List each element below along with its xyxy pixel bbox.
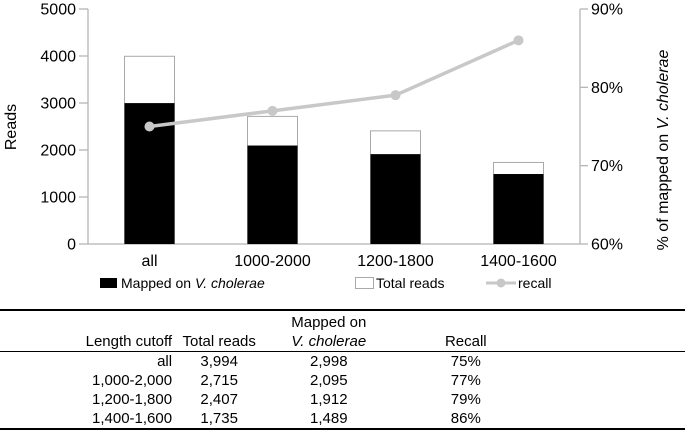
table-row: 1,000-2,000 2,715 2,095 77% [0,371,685,390]
legend-line-marker-icon [486,278,516,288]
right-axis-tick-label: 70% [591,158,623,175]
left-axis-tick-label: 4000 [40,49,76,66]
table-row: all 3,994 2,998 75% [0,352,685,372]
cell-mapped: 1,489 [310,410,348,427]
cell-mapped: 1,912 [310,391,348,408]
col-header-mapped-on-line2: V. cholerae [291,333,367,350]
legend-swatch-total-icon [355,277,374,289]
cell-spacer [534,371,685,390]
col-header-mapped-on: Mapped on V. cholerae [260,310,398,352]
cell-mapped: 2,998 [310,353,348,370]
x-category-label: 1400-1600 [480,253,557,270]
recall-point [513,35,524,46]
legend-swatch-mapped-icon [100,278,117,288]
table-row: 1,200-1,800 2,407 1,912 79% [0,390,685,409]
cell-total-reads: 2,407 [200,391,238,408]
left-axis-tick-label: 0 [67,237,76,254]
summary-table: Length cutoff Total reads Mapped on V. c… [0,309,685,430]
chart-legend: Mapped on V. cholerae Total reads recall [0,275,685,295]
recall-line [147,38,521,129]
cell-length-cutoff: 1,200-1,800 [92,391,173,408]
x-category-label: 1200-1800 [357,253,434,270]
left-axis-title: Reads [3,104,20,150]
legend-item-recall: recall [486,275,551,291]
table-spacer-column [534,310,685,352]
legend-label-recall: recall [518,275,552,291]
right-axis-tick-label: 60% [591,237,623,254]
left-axis-tick-label: 2000 [40,143,76,160]
cell-spacer [534,352,685,372]
cell-length-cutoff: all [157,353,173,370]
cell-spacer [534,409,685,429]
cell-total-reads: 2,715 [200,372,238,389]
table-header-row: Length cutoff Total reads Mapped on V. c… [0,310,685,352]
legend-item-mapped: Mapped on V. cholerae [100,275,265,291]
cell-recall: 79% [450,391,481,408]
recall-point [144,121,155,132]
table-row: 1,400-1,600 1,735 1,489 86% [0,409,685,429]
legend-label-total: Total reads [376,275,445,291]
cell-length-cutoff: 1,000-2,000 [92,372,173,389]
mapped-reads-bar [493,174,544,244]
left-axis-tick-label: 5000 [40,2,76,19]
cell-recall: 86% [450,410,481,427]
cell-mapped: 2,095 [310,372,348,389]
cell-spacer [534,390,685,409]
recall-point [390,90,401,101]
left-axis-tick-label: 3000 [40,96,76,113]
col-header-mapped-on-line1: Mapped on [291,314,367,331]
legend-label-mapped: Mapped on V. cholerae [121,275,265,291]
mapped-reads-bar [370,154,421,244]
legend-item-total: Total reads [355,275,444,291]
cell-total-reads: 1,735 [200,410,238,427]
mapped-reads-bar [247,145,298,244]
recall-point [267,105,278,116]
summary-table-wrap: Length cutoff Total reads Mapped on V. c… [0,309,685,430]
cell-recall: 75% [450,353,481,370]
cell-recall: 77% [450,372,481,389]
col-header-total-reads: Total reads [178,310,261,352]
col-header-length-cutoff: Length cutoff [0,310,179,352]
x-category-label: 1000-2000 [234,253,311,270]
combo-chart: 0 1000 2000 3000 4000 5000 60% 70% 80% 90% all 1000… [3,2,672,271]
cell-total-reads: 3,994 [200,353,238,370]
right-axis-tick-label: 90% [591,2,623,19]
right-axis-title: % of mapped on V. cholerae [655,50,672,251]
right-axis-tick-label: 80% [591,80,623,97]
x-category-label: all [141,253,157,270]
cell-length-cutoff: 1,400-1,600 [92,410,173,427]
col-header-recall: Recall [397,310,535,352]
left-axis-tick-label: 1000 [40,190,76,207]
